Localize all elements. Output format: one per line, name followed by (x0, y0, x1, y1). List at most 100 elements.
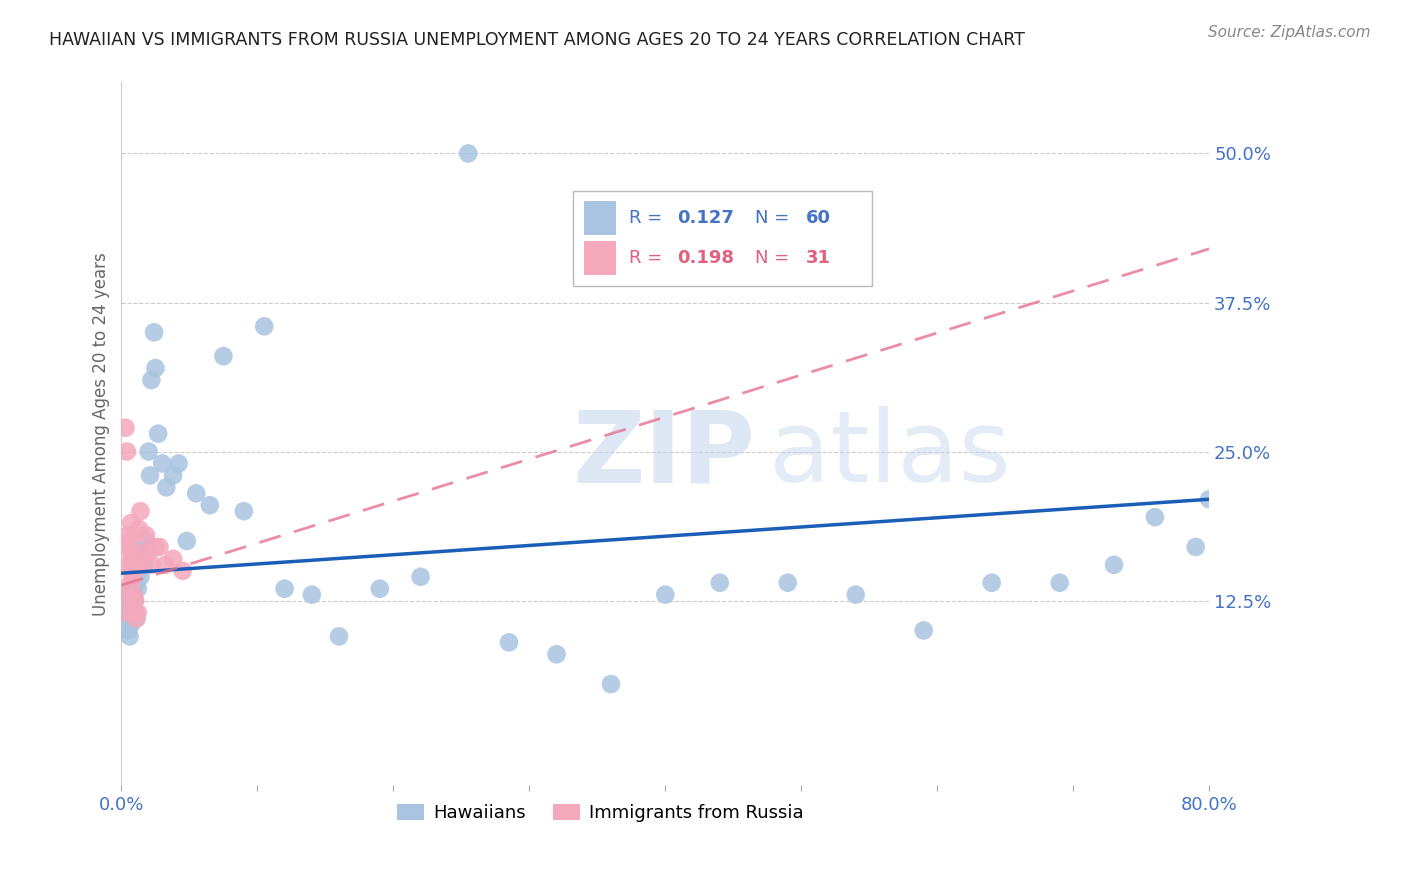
Point (118, 534, 141, 549)
Text: ZIP: ZIP (572, 406, 756, 503)
Point (167, 457, 190, 471)
Point (131, 558, 153, 572)
Point (122, 588, 145, 602)
Point (125, 611, 148, 625)
Point (162, 552, 184, 566)
Point (186, 486, 208, 500)
Text: atlas: atlas (769, 406, 1011, 503)
Point (845, 588, 868, 602)
Point (135, 534, 157, 549)
Point (118, 540, 141, 554)
Point (162, 468, 184, 483)
Point (328, 629, 350, 643)
Point (120, 575, 142, 590)
Text: 0.127: 0.127 (678, 209, 734, 227)
Point (172, 564, 194, 578)
Point (409, 570, 432, 584)
Point (132, 546, 155, 560)
Text: R =: R = (630, 209, 668, 227)
Point (457, 146, 479, 161)
Point (368, 582, 391, 596)
Point (121, 558, 143, 572)
Point (150, 457, 173, 471)
Point (127, 582, 149, 596)
Point (122, 564, 145, 578)
Point (121, 614, 143, 628)
Point (212, 349, 235, 363)
Point (115, 588, 138, 602)
Point (141, 558, 163, 572)
Point (127, 606, 149, 620)
Point (1102, 558, 1125, 572)
Point (129, 504, 152, 518)
Point (114, 421, 136, 435)
Point (114, 606, 136, 620)
Point (145, 540, 167, 554)
Text: HAWAIIAN VS IMMIGRANTS FROM RUSSIA UNEMPLOYMENT AMONG AGES 20 TO 24 YEARS CORREL: HAWAIIAN VS IMMIGRANTS FROM RUSSIA UNEMP… (49, 31, 1025, 49)
Point (1049, 575, 1071, 590)
Text: Source: ZipAtlas.com: Source: ZipAtlas.com (1208, 25, 1371, 40)
Point (253, 319, 276, 334)
Point (117, 558, 139, 572)
Point (912, 624, 935, 638)
Point (122, 588, 145, 602)
Text: 60: 60 (806, 209, 831, 227)
Point (153, 558, 176, 572)
Point (121, 602, 143, 616)
FancyBboxPatch shape (572, 191, 872, 286)
Point (145, 361, 167, 376)
Text: R =: R = (630, 249, 668, 267)
Point (117, 624, 139, 638)
Point (134, 558, 156, 572)
Point (115, 593, 138, 607)
Point (273, 582, 295, 596)
Point (301, 588, 323, 602)
Point (198, 498, 221, 512)
Point (129, 570, 152, 584)
Point (155, 480, 177, 494)
Point (120, 617, 142, 632)
Point (118, 629, 141, 643)
Point (138, 546, 160, 560)
Point (1198, 492, 1220, 507)
Legend: Hawaiians, Immigrants from Russia: Hawaiians, Immigrants from Russia (389, 797, 811, 830)
Point (125, 611, 148, 625)
Point (120, 546, 142, 560)
Point (115, 444, 138, 458)
Point (117, 606, 139, 620)
Point (120, 516, 142, 530)
Point (124, 606, 146, 620)
Point (498, 635, 520, 649)
Point (135, 528, 157, 542)
Point (980, 575, 1002, 590)
Point (122, 609, 145, 624)
Point (128, 522, 150, 536)
Point (131, 552, 153, 566)
Point (128, 564, 150, 578)
Point (709, 575, 731, 590)
Point (143, 326, 166, 340)
FancyBboxPatch shape (583, 241, 616, 275)
Point (124, 606, 146, 620)
Text: 31: 31 (806, 249, 831, 267)
FancyBboxPatch shape (583, 201, 616, 235)
Point (1184, 540, 1206, 554)
Point (114, 588, 136, 602)
Point (117, 528, 139, 542)
Point (146, 426, 169, 441)
Point (232, 504, 254, 518)
Text: 0.198: 0.198 (678, 249, 734, 267)
Point (118, 611, 141, 625)
Point (139, 468, 162, 483)
Point (776, 575, 799, 590)
Point (1143, 510, 1166, 524)
Point (132, 546, 155, 560)
Point (176, 534, 198, 549)
Point (125, 575, 148, 590)
Text: N =: N = (755, 249, 794, 267)
Point (120, 599, 142, 614)
Point (136, 540, 159, 554)
Point (654, 588, 676, 602)
Text: N =: N = (755, 209, 794, 227)
Point (141, 373, 163, 387)
